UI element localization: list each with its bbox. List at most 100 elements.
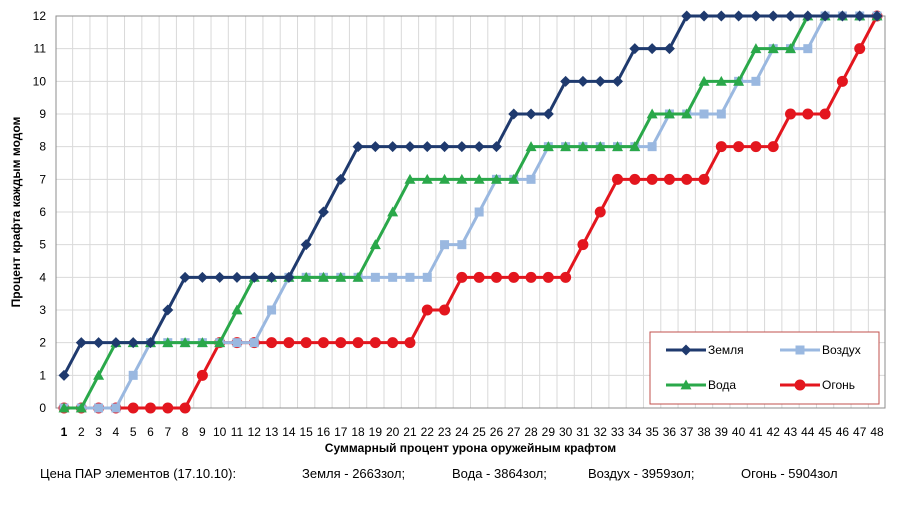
data-point (871, 10, 883, 22)
x-tick-label: 44 (801, 425, 815, 439)
data-point (681, 10, 693, 22)
y-tick-label: 3 (39, 303, 46, 317)
data-point (490, 141, 502, 153)
x-tick-label: 42 (767, 425, 781, 439)
y-axis-title: Процент крафта каждым модом (9, 116, 23, 307)
series-layer (58, 10, 883, 414)
data-point (646, 43, 658, 55)
data-point (542, 271, 554, 283)
x-tick-label: 25 (472, 425, 486, 439)
data-point (369, 337, 381, 349)
data-point (612, 141, 624, 152)
data-point (162, 304, 174, 316)
x-tick-label: 31 (576, 425, 590, 439)
data-point (542, 141, 554, 152)
data-point (387, 141, 399, 153)
legend-marker (680, 379, 692, 390)
x-tick-label: 23 (438, 425, 452, 439)
x-tick-label: 46 (836, 425, 850, 439)
data-point (594, 75, 606, 87)
legend-entry: Огонь (780, 378, 855, 392)
data-point (750, 141, 762, 153)
data-point (473, 173, 485, 184)
data-point (111, 403, 121, 413)
data-point (317, 337, 329, 349)
data-point (715, 10, 727, 22)
y-tick-label: 5 (39, 238, 46, 252)
x-tick-label: 36 (663, 425, 677, 439)
data-point (750, 10, 762, 22)
data-point (196, 337, 208, 348)
legend-entry: Воздух (780, 343, 861, 357)
legend-label: Земля (708, 343, 744, 357)
data-point (802, 108, 814, 120)
y-tick-label: 8 (39, 140, 46, 154)
x-tick-label: 2 (78, 425, 85, 439)
data-point (473, 271, 485, 283)
data-point (751, 76, 761, 86)
data-point (404, 337, 416, 349)
y-tick-label: 4 (39, 270, 46, 284)
y-tick-label: 7 (39, 172, 46, 186)
plot-area-border (55, 15, 886, 409)
data-point (733, 75, 745, 86)
data-point (58, 402, 70, 413)
data-point (526, 174, 536, 184)
y-tick-label: 1 (39, 368, 46, 382)
data-point (594, 141, 606, 152)
footer-water-price: Вода - 3864зол; (452, 466, 547, 481)
x-tick-label: 5 (130, 425, 137, 439)
data-point (232, 338, 242, 348)
data-point (162, 337, 174, 348)
data-point (715, 75, 727, 86)
data-point (836, 75, 848, 87)
x-tick-label: 8 (182, 425, 189, 439)
legend-label: Огонь (822, 378, 855, 392)
x-tick-label: 15 (299, 425, 313, 439)
data-point (317, 271, 329, 282)
x-tick-label: 32 (594, 425, 608, 439)
data-point (612, 75, 624, 87)
data-point (715, 141, 727, 153)
data-point (214, 337, 226, 348)
data-point (248, 271, 260, 283)
x-tick-label: 13 (265, 425, 279, 439)
x-tick-label: 41 (749, 425, 763, 439)
data-point (767, 10, 779, 22)
legend-marker (795, 345, 805, 355)
data-point (317, 206, 329, 218)
x-tick-label: 45 (818, 425, 832, 439)
data-point (283, 337, 295, 349)
x-tick-label: 1 (61, 425, 68, 439)
x-tick-label: 20 (386, 425, 400, 439)
data-point (819, 10, 831, 22)
data-point (421, 173, 433, 184)
data-point (300, 239, 312, 251)
series-diamond (58, 10, 883, 381)
x-tick-label: 28 (524, 425, 538, 439)
data-point (629, 43, 641, 55)
data-point (803, 44, 813, 54)
data-point (196, 369, 208, 381)
legend: Земля Вода Воздух Огонь (649, 331, 880, 405)
x-tick-label: 16 (317, 425, 331, 439)
data-point (612, 173, 624, 185)
data-point (422, 272, 432, 282)
legend-label: Воздух (822, 343, 861, 357)
x-tick-label: 18 (351, 425, 365, 439)
x-tick-label: 4 (113, 425, 120, 439)
data-point (335, 271, 347, 282)
data-point (456, 173, 468, 184)
y-tick-label: 6 (39, 205, 46, 219)
element-prices-footer: Цена ПАР элементов (17.10.10): Земля - 2… (0, 466, 899, 490)
data-point (681, 108, 693, 119)
x-tick-label: 38 (697, 425, 711, 439)
data-point (352, 141, 364, 153)
legend-entry: Земля (666, 343, 744, 357)
data-point (785, 43, 797, 54)
y-tick-label: 9 (39, 107, 46, 121)
data-point (767, 141, 779, 153)
x-tick-label: 43 (784, 425, 798, 439)
